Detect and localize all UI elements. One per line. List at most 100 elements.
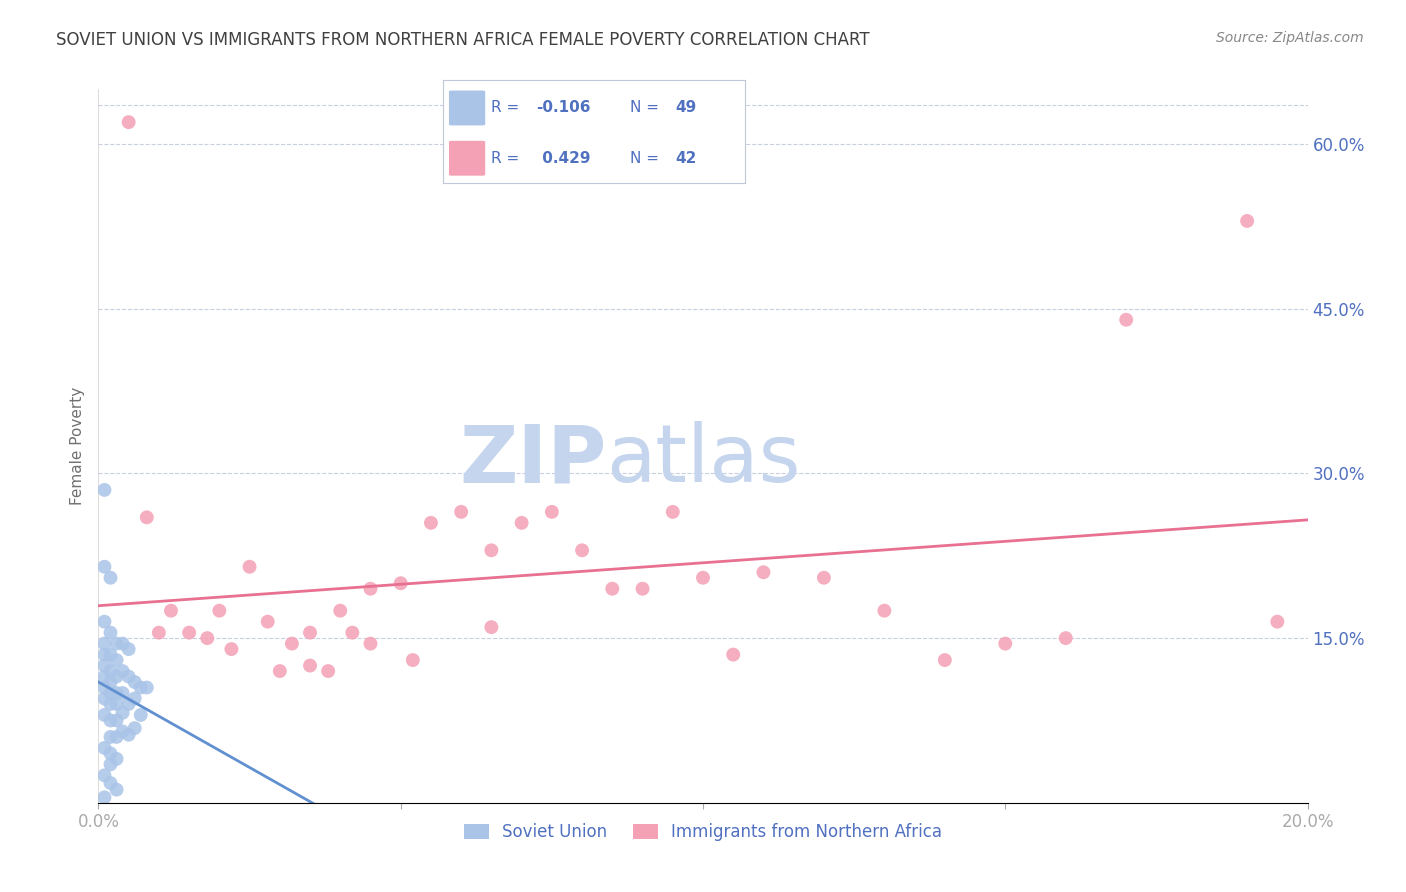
Point (93, 790, 115, 805)
Point (100, 747, 122, 761)
Point (93, 483, 115, 497)
Point (934, 653, 956, 667)
Point (450, 505, 472, 519)
Point (692, 571, 714, 585)
Point (118, 642, 141, 657)
Point (118, 115, 141, 129)
Point (111, 637, 134, 651)
FancyBboxPatch shape (449, 141, 485, 176)
Point (1115, 312, 1137, 326)
Point (342, 625, 364, 640)
Point (100, 714, 122, 728)
Point (299, 625, 322, 640)
FancyBboxPatch shape (449, 91, 485, 126)
Point (100, 675, 122, 690)
Point (100, 625, 122, 640)
Point (105, 637, 128, 651)
Point (195, 631, 218, 645)
Text: Source: ZipAtlas.com: Source: ZipAtlas.com (1216, 31, 1364, 45)
Point (1054, 631, 1077, 645)
Point (111, 706, 134, 720)
Point (100, 571, 122, 585)
Point (100, 697, 122, 711)
Point (93, 768, 115, 782)
Point (100, 664, 122, 678)
Point (118, 697, 141, 711)
Point (105, 669, 128, 683)
Point (602, 582, 624, 596)
Point (1236, 214, 1258, 228)
Point (105, 714, 128, 728)
Point (540, 505, 562, 519)
Point (100, 730, 122, 744)
Point (100, 757, 122, 772)
Point (93, 669, 115, 683)
Point (360, 637, 382, 651)
Point (813, 571, 835, 585)
Point (631, 582, 654, 596)
Text: -0.106: -0.106 (537, 101, 591, 115)
Point (93, 708, 115, 723)
Point (100, 776, 122, 790)
Point (124, 691, 146, 706)
Text: R =: R = (491, 151, 524, 166)
Point (105, 730, 128, 744)
Point (93, 637, 115, 651)
Point (269, 664, 291, 678)
Point (179, 625, 201, 640)
Point (481, 620, 503, 634)
Text: 0.429: 0.429 (537, 151, 591, 166)
Point (100, 686, 122, 700)
Point (873, 604, 896, 618)
Point (661, 505, 683, 519)
Point (129, 708, 152, 723)
Text: R =: R = (491, 101, 524, 115)
Point (360, 582, 382, 596)
Text: atlas: atlas (606, 421, 800, 500)
Point (118, 669, 141, 683)
Point (571, 543, 593, 558)
Point (93, 615, 115, 629)
Text: N =: N = (630, 101, 664, 115)
Point (105, 782, 128, 797)
Point (93, 559, 115, 574)
Point (160, 604, 183, 618)
Point (124, 721, 146, 735)
Point (135, 681, 157, 695)
Point (1267, 615, 1289, 629)
Text: N =: N = (630, 151, 664, 166)
Point (420, 516, 443, 530)
Legend: Soviet Union, Immigrants from Northern Africa: Soviet Union, Immigrants from Northern A… (457, 817, 949, 848)
Point (105, 653, 128, 667)
Point (129, 681, 152, 695)
Point (111, 664, 134, 678)
Y-axis label: Female Poverty: Female Poverty (70, 387, 86, 505)
Point (93, 691, 115, 706)
Point (93, 681, 115, 695)
Text: 42: 42 (676, 151, 697, 166)
Point (111, 686, 134, 700)
Point (481, 543, 503, 558)
Point (239, 559, 262, 574)
Point (148, 625, 170, 640)
Point (105, 686, 128, 700)
Point (93, 658, 115, 673)
Point (93, 740, 115, 755)
Point (510, 516, 533, 530)
Point (316, 664, 339, 678)
Point (281, 637, 304, 651)
Point (105, 697, 128, 711)
Point (93, 648, 115, 662)
Point (135, 510, 157, 524)
Point (111, 724, 134, 739)
Point (402, 653, 425, 667)
Text: ZIP: ZIP (458, 421, 606, 500)
Point (389, 576, 412, 591)
Point (221, 642, 243, 657)
Point (100, 648, 122, 662)
Point (208, 604, 231, 618)
Point (994, 637, 1017, 651)
Point (256, 615, 278, 629)
Text: SOVIET UNION VS IMMIGRANTS FROM NORTHERN AFRICA FEMALE POVERTY CORRELATION CHART: SOVIET UNION VS IMMIGRANTS FROM NORTHERN… (56, 31, 870, 49)
Point (723, 648, 745, 662)
